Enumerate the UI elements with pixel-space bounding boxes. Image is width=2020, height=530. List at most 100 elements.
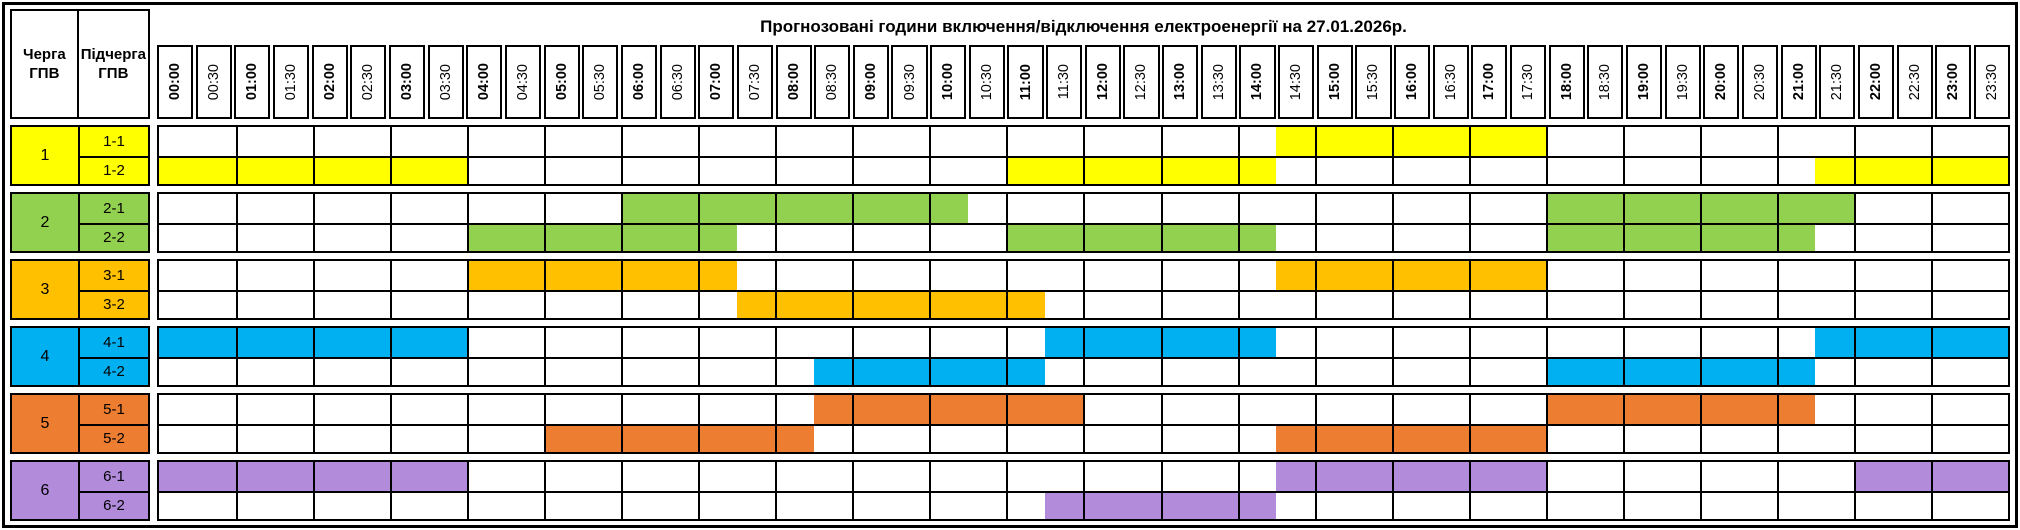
time-slot-cell (1507, 328, 1546, 357)
time-slot-cell (428, 462, 468, 491)
time-slot-cell (1776, 425, 1816, 452)
time-slot-cell (467, 425, 506, 452)
time-header-cell: 01:00 (234, 45, 271, 119)
time-slot-cell (1391, 492, 1431, 519)
time-slot-cell (198, 359, 237, 386)
time-slot-cell (198, 127, 237, 156)
time-slot-cell (1584, 292, 1623, 319)
time-slot-cell (1237, 157, 1277, 184)
time-header-cell: 17:00 (1471, 45, 1508, 119)
time-slot-cell (1122, 462, 1161, 491)
time-slot-cell (236, 328, 275, 357)
time-slot-cell (1044, 328, 1084, 357)
time-slot-cell (1199, 426, 1238, 453)
time-slot-cell (852, 291, 891, 318)
time-slot-cell (1353, 493, 1392, 520)
time-slot-cell (1776, 127, 1816, 156)
time-slot-cell (159, 157, 198, 184)
time-header-cell: 22:30 (1896, 45, 1933, 119)
time-slot-cell (1391, 224, 1431, 251)
time-slot-cell (1699, 358, 1739, 385)
time-slot-cell (390, 328, 429, 357)
time-slot-cell (1391, 425, 1431, 452)
time-slot-cell (313, 291, 352, 318)
time-slot-cell (814, 462, 853, 491)
time-slot-cell (737, 225, 776, 252)
time-slot-cell (968, 127, 1007, 156)
time-slot-cell (1468, 127, 1508, 156)
time-slot-cell (1969, 426, 2008, 453)
time-slot-cell (775, 157, 814, 184)
time-slot-cell (1314, 194, 1354, 223)
time-slot-cell (275, 359, 314, 386)
time-slot-cell (583, 127, 622, 156)
time-slot-cell (1006, 194, 1045, 223)
time-slot-cell (1584, 158, 1623, 185)
subqueue-label: 2-1 (78, 194, 148, 223)
time-slot-cell (352, 292, 391, 319)
time-slot-cell (1545, 492, 1585, 519)
time-labels-row: 00:00 00:30 01:00 01:30 02:00 02:30 03:00 03:30… (157, 45, 2010, 119)
time-slot-cell (275, 225, 314, 252)
time-slot-cell (544, 157, 583, 184)
time-slot-cell (1776, 492, 1816, 519)
time-slot-cell (544, 261, 583, 290)
time-slot-cell (1545, 425, 1585, 452)
time-slot-cell (544, 462, 583, 491)
time-slot-cell (1353, 127, 1392, 156)
time-slot-cell (198, 493, 237, 520)
time-slot-cell (775, 395, 814, 424)
time-slot-cell (1430, 493, 1469, 520)
time-slot-cell (698, 157, 737, 184)
time-slot-cell (236, 395, 275, 424)
time-slot-cell (1507, 425, 1546, 452)
time-slot-cell (390, 395, 429, 424)
time-slot-cell (1199, 261, 1238, 290)
time-slot-cell (1622, 425, 1662, 452)
time-slot-cell (352, 359, 391, 386)
time-slot-cell (698, 395, 737, 424)
time-slot-cell (1892, 194, 1931, 223)
time-slot-cell (1584, 426, 1623, 453)
time-slot-cell (1815, 261, 1854, 290)
time-slot-cell (1892, 395, 1931, 424)
time-header-cell: 11:00 (1007, 45, 1044, 119)
time-header-cell: 01:30 (272, 45, 310, 119)
time-slot-cell (1391, 261, 1431, 290)
time-slot-cell (506, 292, 545, 319)
time-slot-cell (621, 157, 660, 184)
time-slot-cell (159, 359, 198, 386)
time-slot-cell (737, 359, 776, 386)
time-slot-cell (1853, 224, 1893, 251)
time-slot-cell (275, 292, 314, 319)
time-slot-cell (159, 328, 198, 357)
time-slot-cell (1622, 194, 1662, 223)
queue-group-4: 4 4-1 4-2 (10, 326, 2010, 387)
time-slot-cell (1969, 292, 2008, 319)
time-slot-cell (1237, 395, 1277, 424)
time-slot-cell (1006, 395, 1045, 424)
time-slot-cell (1507, 493, 1546, 520)
time-slot-cell (1468, 157, 1508, 184)
time-slot-cell (1622, 261, 1662, 290)
time-slot-cell (1815, 225, 1854, 252)
time-slot-cell (1122, 395, 1161, 424)
time-slot-cell (660, 158, 699, 185)
time-slot-cell (852, 328, 891, 357)
time-slot-cell (736, 291, 776, 318)
subqueue-label: 5-1 (78, 395, 148, 424)
time-slot-cell (1314, 462, 1354, 491)
time-slot-cell (967, 395, 1007, 424)
time-slot-cell (1584, 127, 1623, 156)
time-slot-cell (1699, 127, 1739, 156)
time-slot-cell (1507, 158, 1546, 185)
time-slot-cell (775, 291, 814, 318)
time-slot-cell (1237, 462, 1277, 491)
time-slot-cell (1430, 158, 1469, 185)
time-slot-cell (660, 127, 699, 156)
time-header-cell: 18:00 (1548, 45, 1585, 119)
time-slot-cell (1468, 358, 1508, 385)
time-header-cell: 09:30 (891, 45, 928, 119)
queue-label-block: 4 4-1 4-2 (10, 326, 150, 387)
time-slot-cell (929, 157, 968, 184)
